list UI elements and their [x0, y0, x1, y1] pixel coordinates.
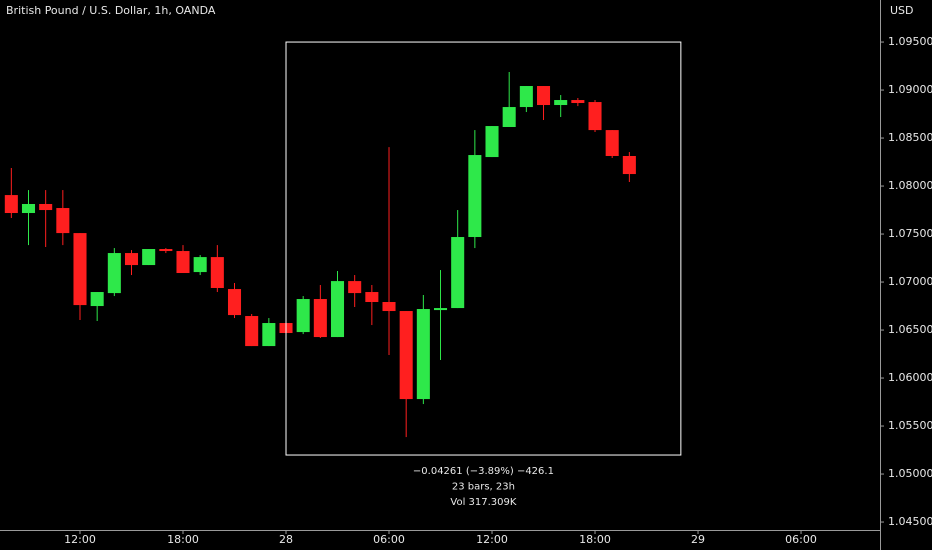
- x-tick-label: 12:00: [64, 533, 96, 546]
- y-tick-label: 1.08500: [888, 131, 932, 144]
- candle-body: [502, 107, 516, 128]
- measure-label: Vol 317.309K: [450, 497, 516, 508]
- candle-body: [90, 292, 104, 307]
- candle-body: [622, 155, 636, 175]
- chart-title: British Pound / U.S. Dollar, 1h, OANDA: [6, 4, 216, 17]
- candle-body: [73, 233, 87, 306]
- candle-body: [262, 323, 276, 347]
- candle-body: [348, 281, 362, 294]
- candle-body: [313, 299, 327, 338]
- y-tick-label: 1.07500: [888, 227, 932, 240]
- y-tick-label: 1.09000: [888, 83, 932, 96]
- y-tick-label: 1.05500: [888, 419, 932, 432]
- candle-body: [605, 130, 619, 156]
- candle-body: [365, 292, 379, 303]
- y-tick-label: 1.08000: [888, 179, 932, 192]
- y-tick-label: 1.09500: [888, 35, 932, 48]
- x-tick-label: 29: [691, 533, 705, 546]
- candle-body: [56, 208, 70, 234]
- measure-label: 23 bars, 23h: [452, 482, 515, 493]
- candle-body: [399, 311, 413, 400]
- y-tick-label: 1.06000: [888, 371, 932, 384]
- candle-body: [554, 100, 568, 106]
- candle-body: [227, 289, 242, 316]
- measure-label: −0.04261 (−3.89%) −426.1: [413, 466, 554, 477]
- candle-body: [588, 102, 602, 131]
- candle-body: [571, 100, 585, 104]
- x-tick-label: 18:00: [167, 533, 199, 546]
- candle-body: [210, 257, 224, 288]
- candle-body: [382, 302, 396, 312]
- x-tick-label: 06:00: [373, 533, 405, 546]
- x-tick-label: 18:00: [579, 533, 611, 546]
- y-tick-label: 1.06500: [888, 323, 932, 336]
- candle-body: [245, 316, 259, 347]
- candle-body: [159, 249, 173, 252]
- candle-body: [330, 281, 345, 338]
- x-tick-label: 06:00: [785, 533, 817, 546]
- candle-body: [176, 251, 190, 274]
- candle-body: [193, 257, 207, 273]
- x-tick-label: 28: [279, 533, 293, 546]
- y-tick-label: 1.05000: [888, 467, 932, 480]
- candle-body: [124, 253, 139, 266]
- candle-body: [107, 253, 121, 294]
- measure-box: [285, 41, 682, 456]
- candle-body: [416, 309, 430, 400]
- candle-body: [433, 308, 448, 311]
- candle-body: [142, 249, 156, 266]
- candle-body: [485, 126, 499, 158]
- candle-body: [39, 203, 53, 211]
- candle-body: [468, 155, 482, 238]
- candle-body: [21, 203, 36, 214]
- y-axis-label: USD: [890, 4, 914, 17]
- x-tick-label: 12:00: [476, 533, 508, 546]
- candle-body: [519, 86, 533, 108]
- candle-body: [296, 299, 310, 333]
- candle-body: [451, 237, 465, 309]
- y-tick-label: 1.07000: [888, 275, 932, 288]
- y-tick-label: 1.04500: [888, 515, 932, 528]
- candle-body: [4, 195, 18, 214]
- candle-body: [536, 86, 551, 106]
